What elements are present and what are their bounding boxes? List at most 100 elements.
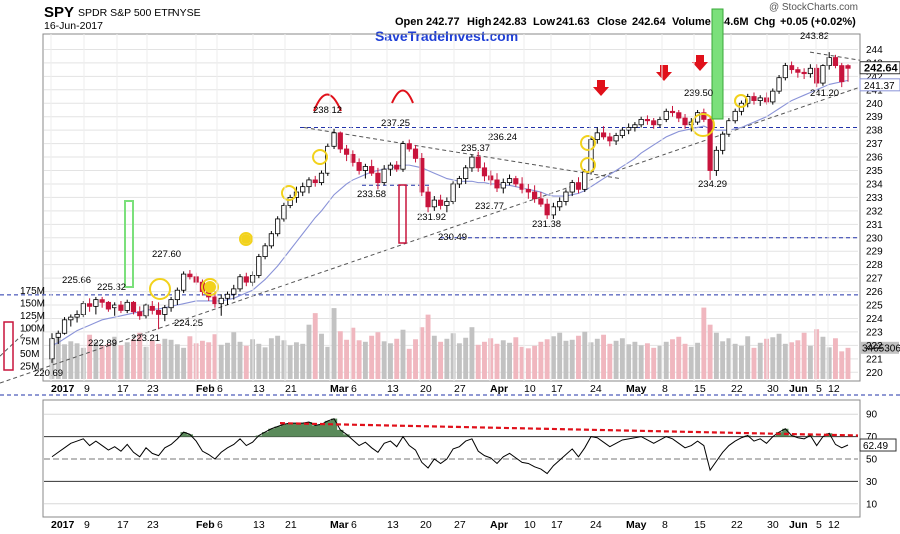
site-watermark: SaveTradeInvest.com <box>375 28 518 44</box>
volume-bar <box>105 343 111 379</box>
candle-body <box>438 199 444 206</box>
rsi-tick-label: 70 <box>866 432 878 443</box>
volume-bar <box>68 341 74 379</box>
volume-bar <box>814 329 820 379</box>
price-panel-frame <box>42 33 861 382</box>
volume-bar <box>212 334 218 379</box>
candle-body <box>318 172 325 184</box>
yellow-circle <box>580 135 596 151</box>
candle-body <box>788 65 795 71</box>
red-box <box>3 321 14 371</box>
x-tick-label: 30 <box>767 519 779 531</box>
candle-body <box>594 132 600 140</box>
volume-bar <box>695 342 701 379</box>
red-arc <box>391 89 414 104</box>
candle-body <box>275 218 281 235</box>
candle-body <box>362 166 368 171</box>
candle-body <box>444 201 450 206</box>
volume-bar <box>256 343 262 379</box>
candle-body <box>49 338 55 360</box>
volume-tick-label: 125M <box>20 311 45 322</box>
x-tick-label: 17 <box>551 383 563 395</box>
volume-bar <box>663 341 669 379</box>
candle-body <box>832 57 839 66</box>
volume-bar <box>268 338 274 379</box>
trend-line <box>809 51 861 61</box>
volume-bar <box>444 338 450 379</box>
volume-bar <box>720 341 726 379</box>
trend-line <box>0 86 861 384</box>
candle-body <box>481 167 488 177</box>
volume-bar <box>757 342 763 379</box>
volume-bar <box>482 341 487 379</box>
candle-body <box>187 273 193 278</box>
volume-bar <box>419 327 425 379</box>
candle-body <box>394 164 400 170</box>
candle-body <box>112 304 118 309</box>
volume-bar <box>688 346 694 379</box>
candle-body <box>262 245 268 257</box>
volume-bar <box>93 341 99 379</box>
x-axis-rsi: 2017 9 17 23 Feb 6 13 21 Mar 6 13 20 27 Apr 10 17 24 May 8… <box>51 519 840 531</box>
x-tick-label: 13 <box>253 519 265 531</box>
price-tick-label: 226 <box>866 287 883 298</box>
open-label: Open <box>395 16 423 28</box>
candle-body <box>607 136 613 142</box>
volume-bar <box>337 331 343 379</box>
price-tick-label: 229 <box>866 247 883 258</box>
ticker-name: SPDR S&P 500 ETF <box>78 7 174 19</box>
x-tick-label: 9 <box>84 519 90 531</box>
moving-average <box>51 79 849 346</box>
x-tick-label: 17 <box>117 519 129 531</box>
volume-bar <box>99 345 105 379</box>
x-tick-label: 15 <box>694 383 706 395</box>
volume-tick-label: 50M <box>20 349 39 360</box>
candle-body <box>563 191 569 202</box>
volume-bar <box>369 335 375 379</box>
price-tick-label: 221 <box>866 354 883 365</box>
price-annotation: 235.37 <box>461 143 490 154</box>
price-tick-label: 233 <box>866 193 883 204</box>
yellow-circle <box>201 278 219 296</box>
rsi-tick-label: 10 <box>866 499 878 510</box>
candle-body <box>406 143 412 150</box>
candle-body <box>644 118 651 122</box>
candle-body <box>174 289 180 301</box>
volume-bar <box>168 339 174 379</box>
price-annotation: 234.29 <box>698 179 727 190</box>
volume-tick-label: 100M <box>20 324 45 335</box>
volume-bar <box>488 338 494 379</box>
x-tick-label: 22 <box>731 383 743 395</box>
price-annotation: 236.24 <box>488 132 517 143</box>
candle-body <box>143 304 149 317</box>
candle-body <box>137 311 143 317</box>
volume-bar <box>500 340 506 379</box>
volume-bar <box>513 337 519 379</box>
rsi-panel-frame <box>42 399 861 518</box>
price-annotation: 231.92 <box>417 212 446 223</box>
candle-body <box>105 301 112 310</box>
x-tick-label: 21 <box>285 519 297 531</box>
candle-body <box>375 172 381 184</box>
volume-bar <box>676 336 682 379</box>
x-tick-label: 21 <box>285 383 297 395</box>
volume-bar <box>199 340 205 379</box>
candle-body <box>619 129 625 136</box>
candle-body <box>638 118 644 126</box>
volume-last-badge <box>859 341 899 354</box>
volume-bar <box>74 343 80 379</box>
volume-bar <box>557 332 563 379</box>
volume-bar <box>751 347 757 379</box>
volume-bar <box>375 332 381 379</box>
candle-body <box>632 124 638 128</box>
x-tick-label: Apr <box>490 519 508 531</box>
green-box <box>124 200 134 288</box>
candle-body <box>582 171 588 190</box>
x-tick-label: 6 <box>217 519 223 531</box>
candle-body <box>782 65 788 79</box>
candle-body <box>820 65 826 84</box>
volume-bar <box>362 341 368 379</box>
volume-bar <box>576 335 581 379</box>
volume-bar <box>55 337 61 379</box>
volume-bar <box>450 333 456 379</box>
